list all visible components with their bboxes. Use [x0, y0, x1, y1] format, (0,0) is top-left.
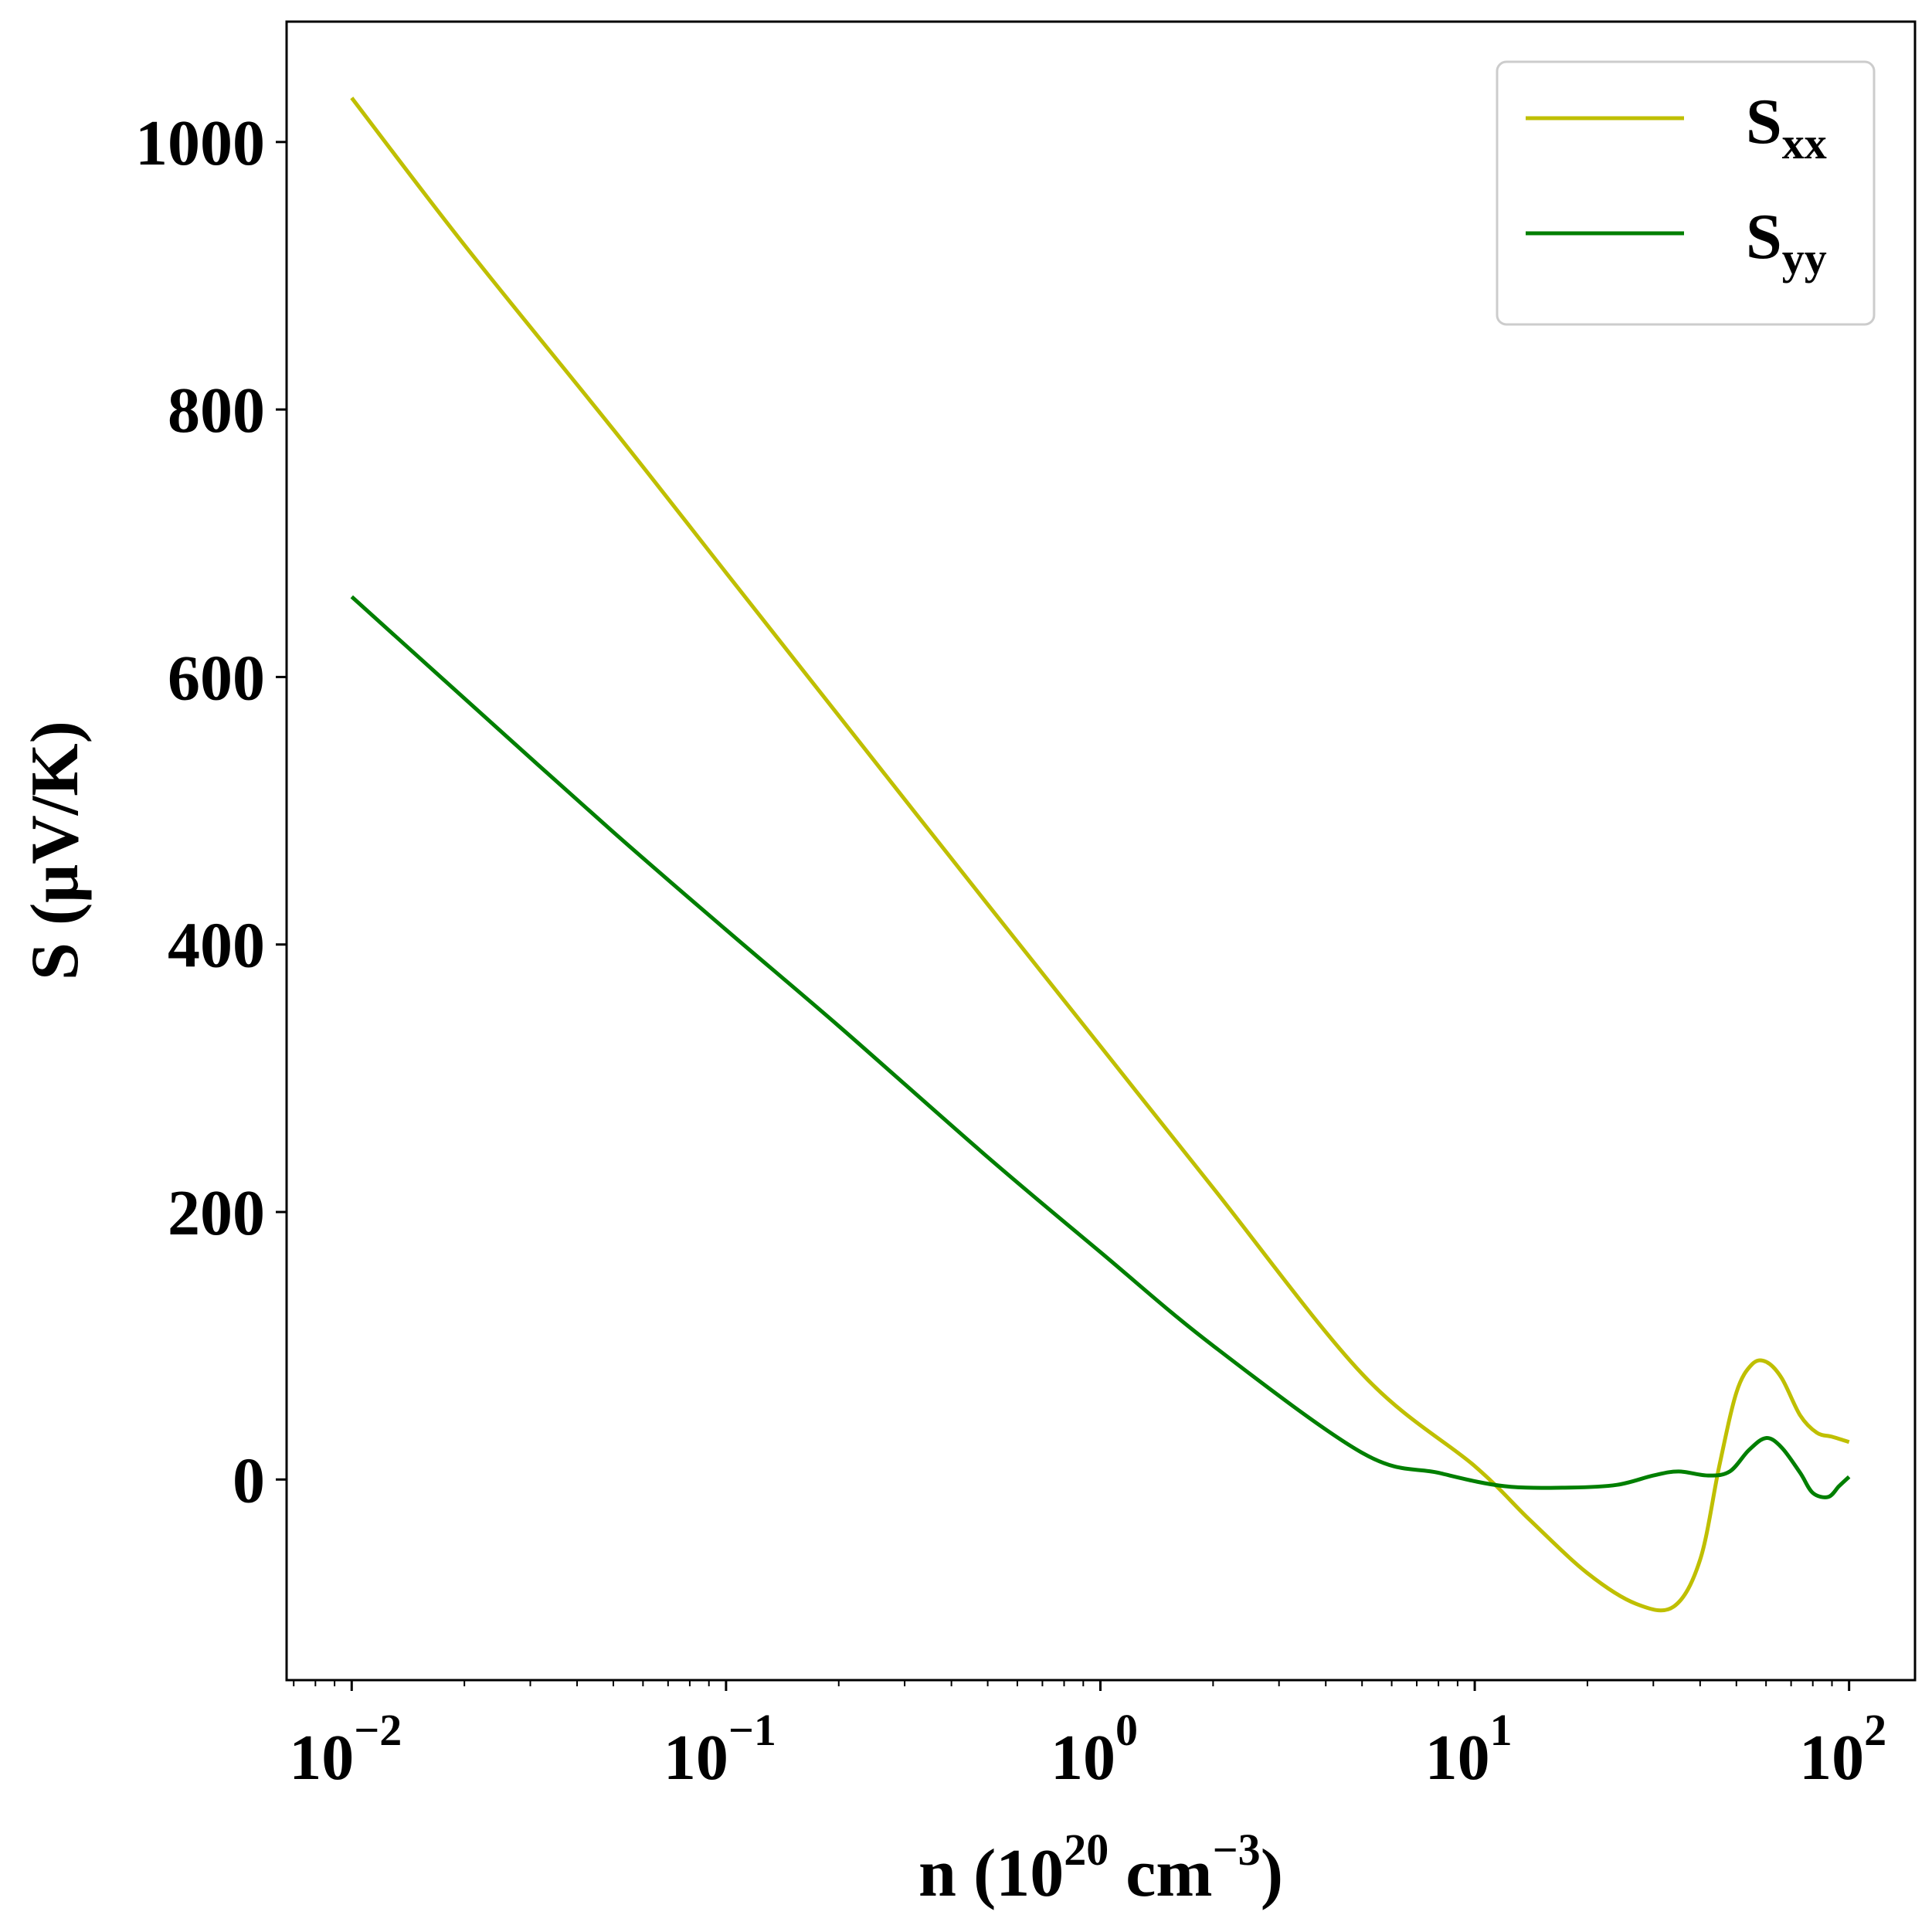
- y-tick-label: 800: [168, 375, 265, 446]
- y-tick-label: 1000: [135, 107, 265, 179]
- legend-box: [1496, 60, 1876, 326]
- x-tick-label: 100: [1051, 1705, 1138, 1794]
- x-axis-label-prefix: n (10: [918, 1836, 1064, 1911]
- y-tick-label: 0: [233, 1445, 265, 1516]
- legend-label-syy-subscript: yy: [1782, 233, 1827, 283]
- y-tick-label: 200: [168, 1177, 265, 1249]
- x-axis-label: n (1020 cm−3): [918, 1825, 1283, 1911]
- legend-label-sxx: Sxx: [1746, 86, 1827, 168]
- series-layer: [350, 97, 1851, 1613]
- legend-label-sxx-subscript: xx: [1782, 118, 1827, 168]
- x-axis-label-unit: cm: [1109, 1836, 1212, 1911]
- legend-label-sxx-base: S: [1746, 86, 1782, 158]
- x-axis-label-exponent-2: −3: [1213, 1825, 1261, 1875]
- x-tick-label: 102: [1799, 1705, 1886, 1794]
- legend-label-syy: Syy: [1746, 201, 1827, 283]
- y-tick-label: 600: [168, 642, 265, 714]
- tick-layer: 10−2 10−1 100 101 102 0 200 400 600 800 1000: [135, 107, 1886, 1794]
- x-axis-label-exponent-1: 20: [1064, 1825, 1109, 1875]
- x-tick-label: 10−2: [289, 1705, 402, 1794]
- y-axis-label: S (μV/K): [18, 721, 93, 980]
- x-tick-label: 10−1: [664, 1705, 776, 1794]
- series-line-sxx: [350, 97, 1850, 1613]
- y-tick-label: 400: [168, 910, 265, 982]
- legend-label-syy-base: S: [1746, 201, 1782, 273]
- series-line-syy: [350, 595, 1851, 1499]
- x-tick-label: 101: [1425, 1705, 1513, 1794]
- x-axis-label-suffix: ): [1261, 1836, 1283, 1911]
- legend: Sxx Syy: [1496, 60, 1876, 326]
